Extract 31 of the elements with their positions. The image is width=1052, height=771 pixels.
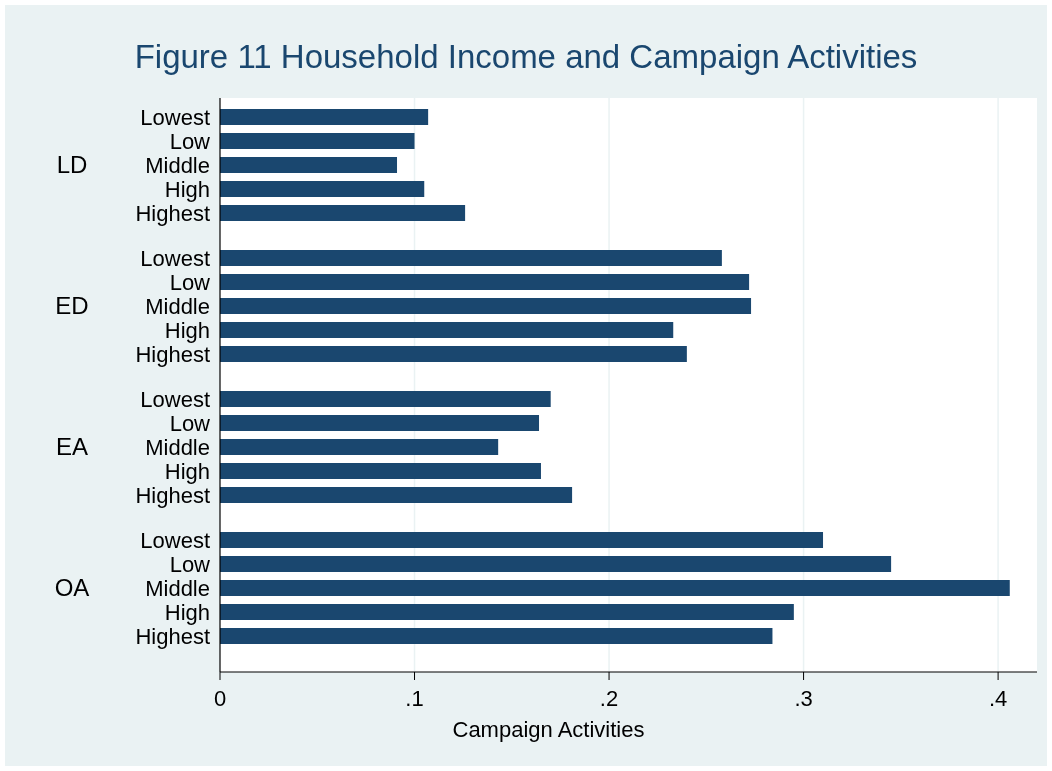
y-tick-label: Highest [135, 624, 210, 649]
x-tick-label: .2 [599, 686, 619, 711]
text: EA [55, 433, 89, 460]
y-tick-label: Lowest [140, 246, 210, 271]
y-tick-label: Middle [145, 435, 210, 460]
y-tick-label: Low [169, 411, 211, 436]
y-tick-label: High [164, 318, 210, 343]
x-tick-label: 0 [213, 686, 227, 711]
y-tick-label: Low [169, 270, 211, 295]
y-tick-label: Lowest [140, 528, 210, 553]
y-tick-label: High [164, 459, 210, 484]
y-tick-label: Low [169, 129, 211, 154]
y-tick-label: Highest [135, 483, 210, 508]
y-tick-label: Middle [145, 576, 210, 601]
text: ED [55, 292, 89, 319]
y-tick-label: Middle [145, 294, 210, 319]
y-tick-label: Middle [145, 153, 210, 178]
x-tick-label: .1 [405, 686, 424, 711]
chart-title: Figure 11 Household Income and Campaign Activities [134, 38, 918, 75]
x-tick-label: .4 [988, 686, 1008, 711]
y-tick-label: Highest [135, 201, 210, 226]
y-tick-label: High [164, 600, 210, 625]
y-tick-label: Lowest [140, 387, 210, 412]
y-tick-label: High [164, 177, 210, 202]
x-axis-title: Campaign Activities [452, 717, 645, 742]
text: OA [54, 574, 90, 601]
text: LD [56, 151, 88, 178]
x-tick-label: .3 [794, 686, 813, 711]
y-tick-label: Lowest [140, 105, 210, 130]
y-tick-label: Highest [135, 342, 210, 367]
y-tick-label: Low [169, 552, 211, 577]
